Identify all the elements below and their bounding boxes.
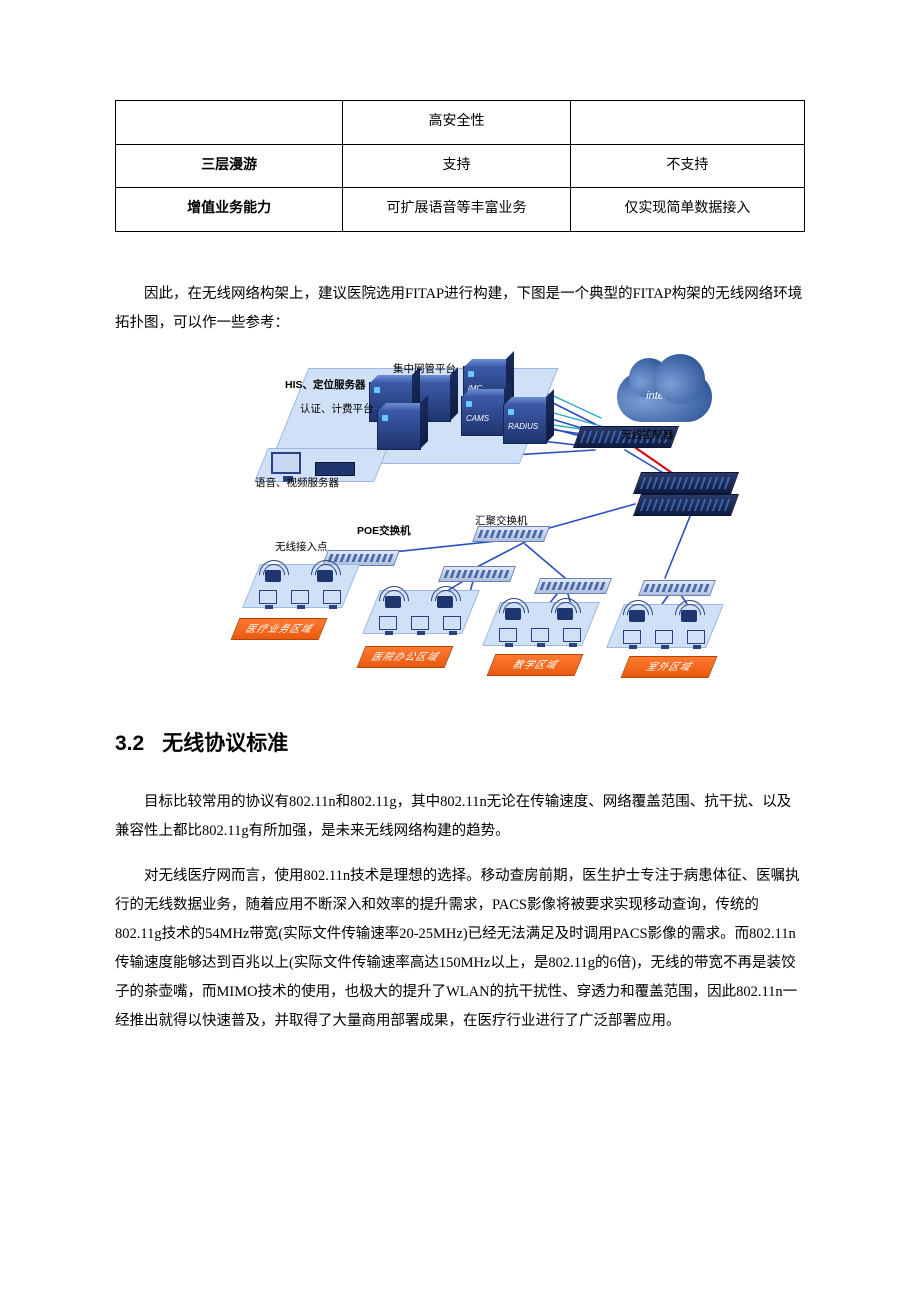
access-point-icon xyxy=(437,596,453,608)
section-heading: 3.2 无线协议标准 xyxy=(115,724,805,764)
cloud-label: internet xyxy=(617,386,712,407)
client-device-icon xyxy=(323,590,341,604)
monitor-icon xyxy=(271,452,301,474)
intro-paragraph: 因此，在无线网络构架上，建议医院选用FITAP进行构建，下图是一个典型的FITA… xyxy=(115,280,805,338)
server-icon: RADIUS xyxy=(503,404,547,444)
client-device-icon xyxy=(291,590,309,604)
client-device-icon xyxy=(655,630,673,644)
diagram-text-label: 汇聚交换机 xyxy=(475,512,528,532)
client-device-icon xyxy=(623,630,641,644)
diagram-text-label: 集中网管平台 xyxy=(393,360,456,380)
access-point-icon xyxy=(681,610,697,622)
zone-label: 医疗业务区域 xyxy=(231,618,328,640)
client-device-icon xyxy=(443,616,461,630)
switch-icon xyxy=(638,580,716,596)
access-point-icon xyxy=(317,570,333,582)
client-device-icon xyxy=(379,616,397,630)
server-icon: CAMS xyxy=(461,396,505,436)
zone-label: 医院办公区域 xyxy=(357,646,454,668)
row1-c3: 不支持 xyxy=(570,144,804,188)
switch-icon xyxy=(534,578,612,594)
table-row: 增值业务能力 可扩展语音等丰富业务 仅实现简单数据接入 xyxy=(116,188,805,232)
switch-icon xyxy=(438,566,516,582)
access-point-icon xyxy=(385,596,401,608)
server-badge: RADIUS xyxy=(508,419,538,434)
zone-label: 教学区域 xyxy=(487,654,584,676)
diagram-text-label: 语音、视频服务器 xyxy=(255,474,339,494)
diagram-text-label: 无线接入点 xyxy=(275,538,328,558)
table-row: 高安全性 xyxy=(116,101,805,145)
access-point-icon xyxy=(629,610,645,622)
body-paragraph-1: 目标比较常用的协议有802.11n和802.11g，其中802.11n无论在传输… xyxy=(115,788,805,846)
controller-rack-icon xyxy=(633,494,739,516)
row1-label: 三层漫游 xyxy=(116,144,343,188)
body-paragraph-2: 对无线医疗网而言，使用802.11n技术是理想的选择。移动查房前期，医生护士专注… xyxy=(115,862,805,1036)
table-row: 三层漫游 支持 不支持 xyxy=(116,144,805,188)
diagram-text-label: 无线控制器 xyxy=(621,426,674,446)
row0-c2: 高安全性 xyxy=(343,101,570,145)
internet-cloud-icon: internet xyxy=(617,372,712,422)
client-device-icon xyxy=(259,590,277,604)
client-device-icon xyxy=(687,630,705,644)
comparison-table-body: 高安全性 三层漫游 支持 不支持 增值业务能力 可扩展语音等丰富业务 仅实现简单… xyxy=(116,101,805,232)
topology-diagram: internetiMCCAMSRADIUS医疗业务区域医院办公区域教学区域室外区… xyxy=(165,354,755,684)
controller-rack-icon xyxy=(633,472,739,494)
diagram-text-label: POE交换机 xyxy=(357,522,411,542)
zone-label: 室外区域 xyxy=(621,656,718,678)
heading-number: 3.2 xyxy=(115,732,144,755)
access-point-icon xyxy=(265,570,281,582)
client-device-icon xyxy=(499,628,517,642)
diagram-text-label: 认证、计费平台 xyxy=(300,400,374,420)
diagram-text-label: HIS、定位服务器 xyxy=(285,376,366,396)
heading-title: 无线协议标准 xyxy=(162,732,288,755)
row2-label: 增值业务能力 xyxy=(116,188,343,232)
row2-c2: 可扩展语音等丰富业务 xyxy=(343,188,570,232)
comparison-table: 高安全性 三层漫游 支持 不支持 增值业务能力 可扩展语音等丰富业务 仅实现简单… xyxy=(115,100,805,232)
row0-label xyxy=(116,101,343,145)
client-device-icon xyxy=(563,628,581,642)
row2-c3: 仅实现简单数据接入 xyxy=(570,188,804,232)
server-badge: CAMS xyxy=(466,411,489,426)
row0-c3 xyxy=(570,101,804,145)
row1-c2: 支持 xyxy=(343,144,570,188)
access-point-icon xyxy=(557,608,573,620)
client-device-icon xyxy=(531,628,549,642)
server-icon xyxy=(377,410,421,450)
access-point-icon xyxy=(505,608,521,620)
client-device-icon xyxy=(411,616,429,630)
